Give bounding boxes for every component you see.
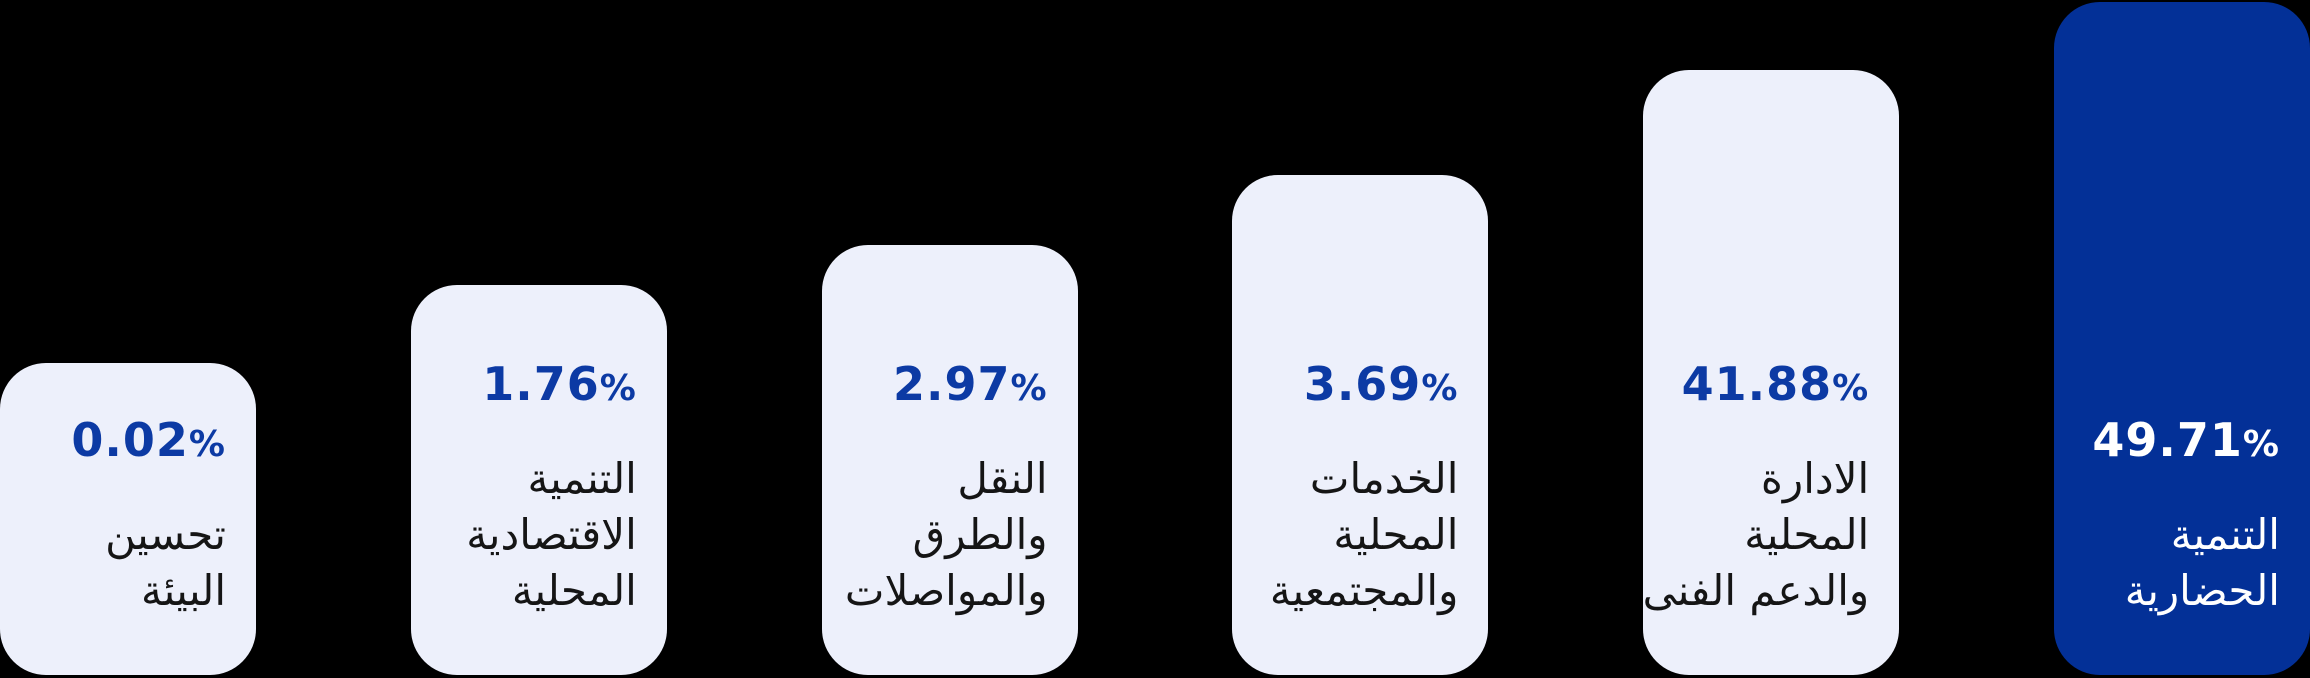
percent-sign: % [188,424,226,465]
bar-local-admin-technical-support: 41.88% الادارة المحلية والدعم الفنى [1642,70,1900,675]
bar-environment-improvement: 0.02% تحسين البيئة [0,363,256,675]
percent-sign: % [1421,368,1459,409]
bar-value: 49.71% [2092,413,2280,467]
bar-label-line: والمجتمعية [1269,566,1459,615]
bar-label-line: الحضارية [2124,566,2280,615]
bar-label-line: المحلية [1744,510,1870,559]
bar-label-line: والمواصلات [844,566,1048,615]
bar-value: 3.69% [1303,357,1459,411]
bar-local-economic-development: 1.76% التنمية الاقتصادية المحلية [410,285,667,675]
bar-label-line: الادارة [1760,454,1870,503]
bar-local-community-services: 3.69% الخدمات المحلية والمجتمعية [1232,175,1489,675]
bar-label-line: التنمية [2170,510,2280,559]
bar-urban-development: 49.71% التنمية الحضارية [2053,2,2310,675]
bar-label-line: البيئة [140,566,226,615]
bar-label-line: التنمية [527,454,637,503]
bar-label: الادارة المحلية والدعم الفنى [1642,451,1870,619]
bar-value: 1.76% [482,357,637,411]
bar-value: 0.02% [71,413,226,467]
percent-sign: % [1010,368,1048,409]
bar-label: التنمية الاقتصادية المحلية [435,451,637,619]
percent-sign: % [1832,368,1870,409]
bar-value: 2.97% [893,357,1048,411]
bar-label-line: تحسين [105,510,226,559]
bar-value: 41.88% [1681,357,1870,411]
bar-transport-roads-communications: 2.97% النقل والطرق والمواصلات [821,245,1078,675]
bar-label: الخدمات المحلية والمجتمعية [1256,451,1459,619]
bar-label: التنمية الحضارية [2078,507,2280,619]
bar-label-line: النقل [957,454,1048,503]
percent-sign: % [2242,424,2280,465]
bar-label-line: والدعم الفنى [1642,566,1870,615]
bar-label: النقل والطرق والمواصلات [844,451,1048,619]
percent-sign: % [599,368,637,409]
bar-label-line: المحلية [511,566,637,615]
bar-label-line: والطرق [912,510,1048,559]
bar-label: تحسين البيئة [24,507,226,619]
bar-label-line: المحلية [1333,510,1459,559]
bar-label-line: الخدمات [1309,454,1459,503]
bar-label-line: الاقتصادية [466,510,637,559]
